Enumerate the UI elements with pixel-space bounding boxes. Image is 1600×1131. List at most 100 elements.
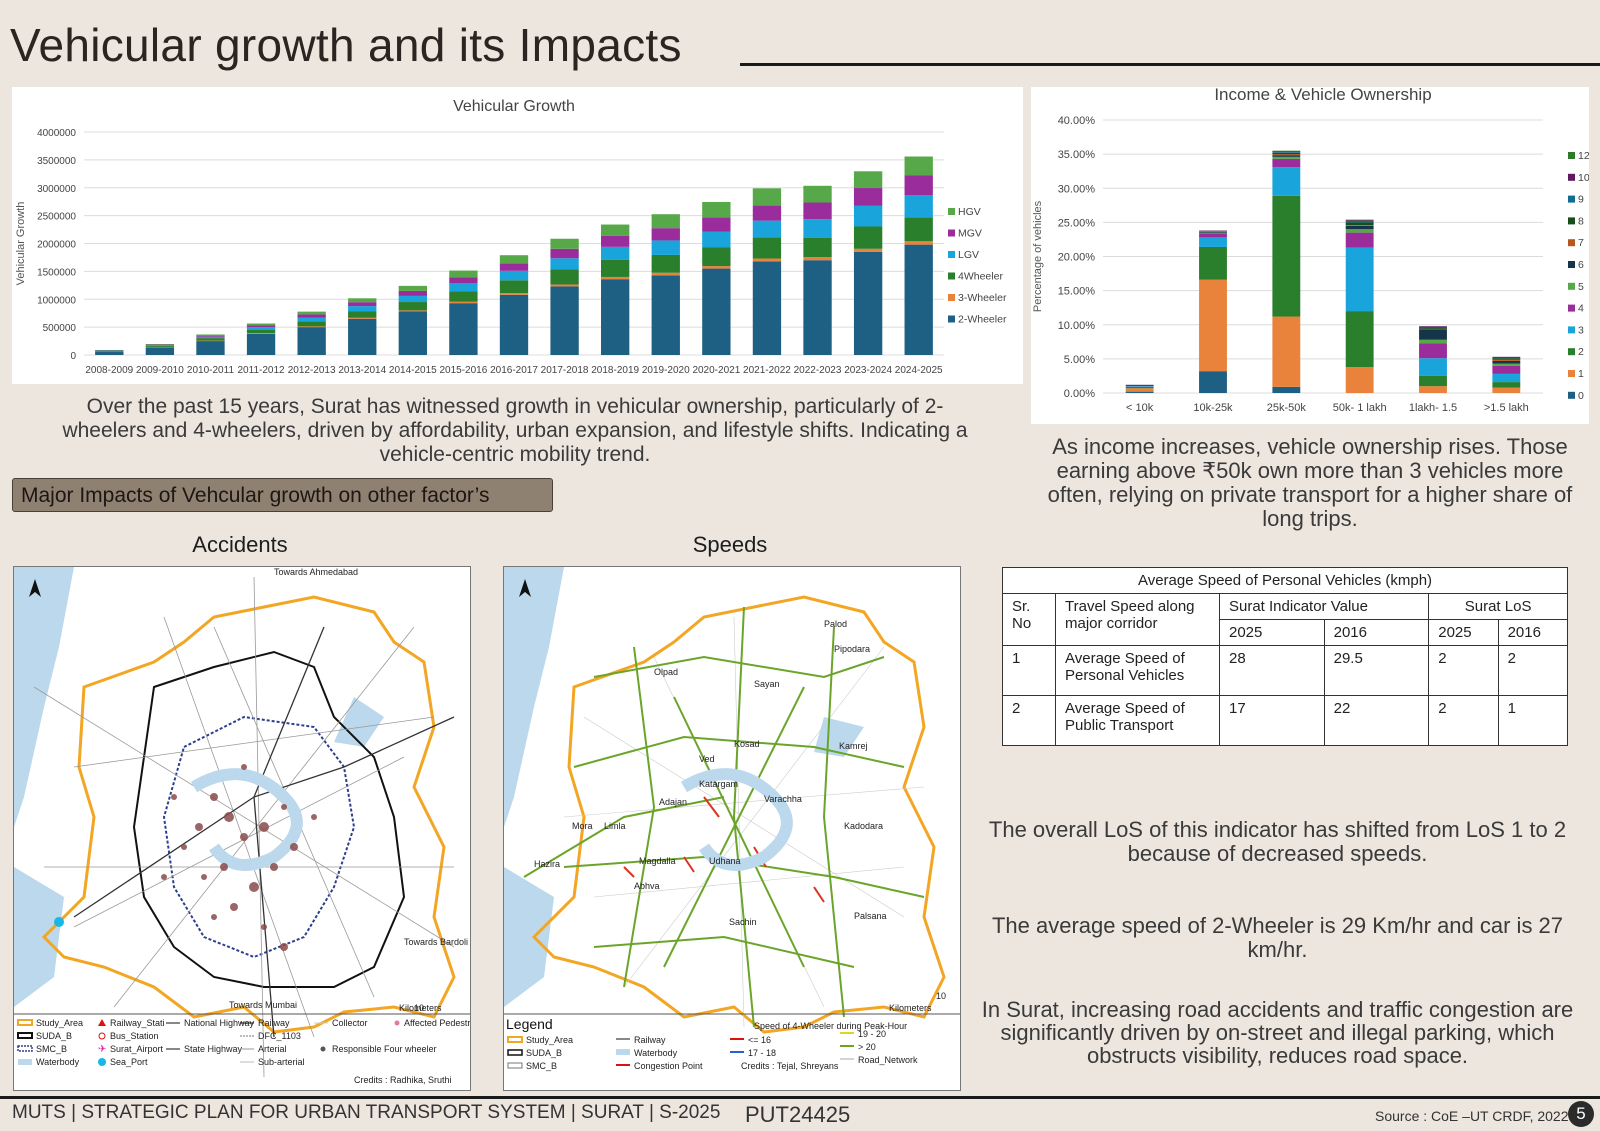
legend-surat-airport: Surat_Airport	[110, 1044, 164, 1054]
x-tick-label: 2014-2015	[389, 365, 437, 376]
x-tick-label: < 10k	[1126, 402, 1154, 414]
bar-segment-3-wheeler	[550, 284, 579, 287]
svg-text:✈: ✈	[98, 1044, 106, 1055]
speeds-legend-subtitle: Speed of 4-Wheeler during Peak-Hour	[754, 1021, 907, 1031]
legend-suda-b: SUDA_B	[526, 1048, 562, 1058]
bar-segment-5	[1345, 229, 1374, 233]
place-varachha: Varachha	[764, 794, 802, 804]
y-tick-label: 3000000	[37, 184, 76, 195]
bar-segment-4wheeler	[803, 237, 832, 258]
bar-segment-4	[1419, 343, 1447, 359]
x-tick-label: 2022-2023	[794, 365, 842, 376]
x-tick-label: 2008-2009	[85, 365, 133, 376]
legend-swatch	[948, 272, 955, 280]
legend-waterbody: Waterbody	[634, 1048, 678, 1058]
x-tick-label: 25k-50k	[1267, 402, 1307, 414]
legend-label: MGV	[958, 228, 982, 240]
bar-segment-2-wheeler	[702, 268, 731, 355]
income-ownership-chart: Income & Vehicle Ownership Percentage of …	[1031, 85, 1590, 424]
legend-sub-arterial: Sub-arterial	[258, 1057, 305, 1067]
bar-segment-hgv	[297, 311, 326, 315]
bar-segment-mgv	[601, 235, 630, 247]
bar-segment-4wheeler	[752, 237, 782, 259]
bar-segment-2-wheeler	[297, 327, 326, 355]
bar-segment-hgv	[95, 349, 124, 351]
bar-segment-2	[1419, 375, 1447, 387]
x-tick-label: >1.5 lakh	[1484, 402, 1529, 414]
bar-segment-lgv	[702, 231, 731, 248]
bar-segment-hgv	[904, 156, 933, 176]
y-tick-label: 1000000	[37, 295, 76, 306]
bar-segment-4	[1272, 158, 1301, 168]
chart-title: Vehicular Growth	[453, 98, 575, 115]
bar-segment-3	[1419, 358, 1447, 376]
legend-label: 0	[1578, 390, 1584, 402]
x-tick-label: 2012-2013	[288, 365, 336, 376]
legend-label: 6	[1578, 259, 1584, 271]
legend-label: 5	[1578, 281, 1584, 293]
x-tick-label: 2023-2024	[844, 365, 892, 376]
bar-segment-2-wheeler	[651, 275, 680, 355]
bar-segment-hgv	[196, 334, 225, 336]
y-tick-label: 500000	[43, 323, 77, 334]
bar-segment-2	[1272, 195, 1301, 317]
x-tick-label: 2020-2021	[692, 365, 740, 376]
legend-smc-b: SMC_B	[526, 1061, 557, 1071]
bar-segment-hgv	[145, 344, 175, 345]
bar-segment-hgv	[398, 285, 427, 291]
legend-swatch	[1568, 326, 1575, 334]
bar-segment-6	[1125, 384, 1154, 386]
bar-segment-hgv	[702, 201, 731, 218]
bar-segment-3-wheeler	[246, 333, 276, 334]
bar-segment-7	[1272, 154, 1301, 156]
bar-segment-3-wheeler	[803, 257, 832, 261]
bar-segment-2-wheeler	[449, 303, 478, 355]
bar-segment-mgv	[702, 217, 731, 232]
legend-smc-b: SMC_B	[36, 1044, 67, 1054]
bar-segment-2-wheeler	[601, 279, 630, 355]
major-impacts-button[interactable]: Major Impacts of Vehcular growth on othe…	[12, 478, 553, 512]
legend-swatch	[1568, 261, 1575, 268]
legend-label: 4	[1578, 303, 1584, 315]
bar-segment-mgv	[803, 202, 832, 220]
parking-paragraph: In Surat, increasing road accidents and …	[981, 997, 1574, 1068]
page-title: Vehicular growth and its Impacts	[10, 19, 682, 71]
bar-segment-3	[1199, 237, 1227, 247]
bar-segment-6	[1345, 225, 1374, 230]
row-value-2016: 29.5	[1323, 645, 1430, 696]
legend-label: 2	[1578, 346, 1584, 358]
chart-title: Income & Vehicle Ownership	[1214, 87, 1431, 104]
bar-segment-mgv	[246, 325, 276, 328]
y-tick-label: 2500000	[37, 212, 76, 223]
bar-segment-3	[1125, 386, 1154, 387]
towards-bardoli-label: Towards Bardoli	[404, 937, 468, 947]
bar-segment-mgv	[499, 263, 529, 271]
bar-segment-9	[1345, 221, 1374, 223]
bar-segment-lgv	[145, 345, 175, 347]
bar-segment-9	[1419, 326, 1447, 328]
bar-segment-10	[1345, 220, 1374, 222]
legend-label: 10	[1578, 172, 1589, 184]
bar-segment-3-wheeler	[702, 266, 731, 269]
legend-suda-b: SUDA_B	[36, 1031, 72, 1041]
legend-swatch	[948, 294, 955, 301]
row-los-2016: 1	[1497, 695, 1569, 746]
bar-segment-7	[1419, 328, 1447, 330]
place-udhana: Udhana	[709, 856, 741, 866]
table-row: 1 Average Speed of Personal Vehicles 28 …	[1002, 645, 1569, 696]
bar-segment-4	[1199, 233, 1227, 238]
bar-segment-3	[1272, 167, 1301, 196]
bar-segment-3-wheeler	[145, 347, 175, 348]
bar-segment-4wheeler	[348, 311, 377, 318]
bar-segment-mgv	[904, 175, 933, 195]
header-los-2016: 2016	[1497, 619, 1569, 646]
place-pipodara: Pipodara	[834, 644, 870, 654]
bar-segment-hgv	[550, 238, 579, 249]
bar-segment-4	[1492, 365, 1521, 374]
legend-sea-port: Sea_Port	[110, 1057, 148, 1067]
table-row: 2 Average Speed of Public Transport 17 2…	[1002, 695, 1569, 746]
accidents-map: Towards Ahmedabad Towards Mumbai Towards…	[13, 566, 471, 1091]
y-tick-label: 35.00%	[1058, 149, 1096, 161]
bar-segment-2-wheeler	[196, 341, 225, 355]
bar-segment-lgv	[651, 240, 680, 255]
